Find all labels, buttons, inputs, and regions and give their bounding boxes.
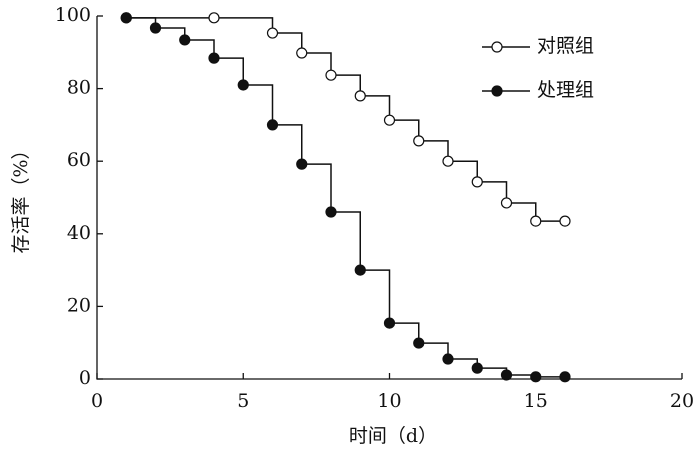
- line-segment: [272, 124, 303, 165]
- y-tick-label: 0: [79, 367, 91, 389]
- data-point: [530, 215, 542, 227]
- data-point: [530, 371, 542, 383]
- line-segment: [272, 32, 303, 54]
- line-segment: [360, 269, 391, 324]
- data-point: [383, 317, 396, 329]
- y-tick-label: 40: [67, 222, 91, 244]
- y-tick-label: 60: [67, 149, 91, 171]
- data-point: [471, 176, 483, 188]
- data-point: [354, 90, 366, 102]
- line-segment: [331, 211, 361, 271]
- data-point: [266, 119, 279, 131]
- line-segment: [243, 84, 274, 125]
- legend-label: 处理组: [537, 79, 594, 101]
- line-segment: [184, 39, 215, 59]
- line-segment: [506, 202, 537, 222]
- line-segment: [301, 163, 332, 213]
- data-point: [120, 12, 132, 24]
- data-point: [325, 69, 337, 81]
- legend-marker: [491, 85, 503, 97]
- data-point: [442, 353, 454, 365]
- line-segment: [418, 140, 449, 162]
- y-tick-label: 80: [67, 77, 91, 99]
- data-point: [208, 12, 220, 24]
- data-point: [354, 264, 366, 276]
- line-segment: [214, 17, 274, 34]
- data-point: [149, 22, 162, 34]
- data-point: [208, 52, 220, 64]
- data-point: [383, 114, 396, 126]
- x-tick-label: 20: [670, 390, 694, 412]
- legend-marker: [491, 41, 503, 53]
- data-point: [237, 79, 249, 91]
- data-point: [471, 362, 483, 374]
- y-tick-label: 20: [67, 294, 91, 316]
- legend-label: 对照组: [537, 35, 594, 57]
- line-segment: [448, 160, 478, 182]
- x-axis-label: 时间（d）: [349, 425, 437, 447]
- data-point: [500, 197, 513, 209]
- line-segment: [477, 181, 508, 203]
- data-point: [559, 215, 571, 227]
- data-point: [325, 206, 337, 218]
- y-axis-label: 存活率（%）: [10, 140, 32, 253]
- line-segment: [389, 119, 420, 141]
- line-segment: [301, 52, 332, 76]
- data-point: [413, 337, 425, 349]
- x-tick-label: 10: [377, 390, 401, 412]
- data-point: [296, 47, 308, 59]
- x-tick-label: 0: [91, 390, 103, 412]
- data-point: [500, 369, 513, 381]
- data-point: [559, 371, 571, 383]
- data-point: [266, 27, 279, 39]
- data-point: [413, 135, 425, 147]
- line-segment: [331, 74, 361, 96]
- line-segment: [389, 322, 420, 344]
- line-segment: [360, 95, 391, 121]
- data-point: [179, 34, 191, 46]
- x-tick-label: 5: [237, 390, 249, 412]
- data-point: [442, 155, 454, 167]
- data-point: [296, 158, 308, 170]
- y-tick-label: 100: [55, 4, 91, 26]
- line-segment: [214, 57, 244, 85]
- x-tick-label: 15: [524, 390, 548, 412]
